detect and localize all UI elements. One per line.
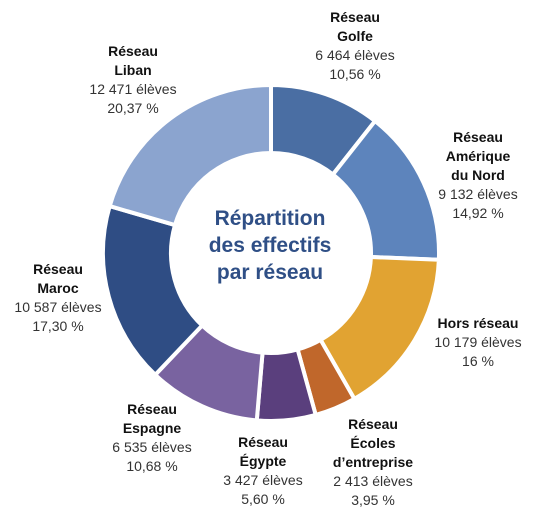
segment-count: 3 427 élèves bbox=[223, 472, 303, 488]
segment-percent: 3,95 % bbox=[351, 492, 395, 508]
segment-label: Réseau Liban 12 471 élèves 20,37 % bbox=[63, 42, 203, 118]
segment-percent: 10,68 % bbox=[126, 458, 178, 474]
segment-name: Réseau Égypte bbox=[238, 434, 288, 469]
segment-label: Réseau Golfe 6 464 élèves 10,56 % bbox=[285, 8, 425, 84]
segment-percent: 16 % bbox=[462, 353, 494, 369]
segment-name: Réseau Amérique du Nord bbox=[445, 129, 511, 183]
segment-label: Réseau Écoles d’entreprise 2 413 élèves 3,… bbox=[303, 415, 443, 510]
segment-name: Réseau Golfe bbox=[330, 9, 380, 44]
segment-percent: 5,60 % bbox=[241, 491, 285, 507]
segment-percent: 14,92 % bbox=[452, 205, 504, 221]
segment-name: Réseau Maroc bbox=[33, 261, 83, 296]
segment-count: 6 535 élèves bbox=[112, 439, 192, 455]
segment-count: 2 413 élèves bbox=[333, 473, 413, 489]
segment-name: Réseau Liban bbox=[108, 43, 158, 78]
segment-label: Réseau Maroc 10 587 élèves 17,30 % bbox=[0, 260, 128, 336]
segment-name: Hors réseau bbox=[437, 315, 519, 331]
segment-name: Réseau Écoles d’entreprise bbox=[332, 416, 414, 470]
chart-title: Répartition des effectifs par réseau bbox=[208, 207, 332, 284]
segment-count: 12 471 élèves bbox=[89, 81, 177, 97]
segment-count: 9 132 élèves bbox=[438, 186, 518, 202]
segment-percent: 10,56 % bbox=[329, 66, 381, 82]
segment-name: Réseau Espagne bbox=[122, 401, 182, 436]
wedge bbox=[107, 82, 273, 228]
segment-count: 6 464 élèves bbox=[315, 47, 395, 63]
segment-label: Hors réseau 10 179 élèves 16 % bbox=[408, 314, 535, 371]
segment-label: Réseau Amérique du Nord 9 132 élèves 14,92… bbox=[408, 128, 535, 223]
segment-percent: 20,37 % bbox=[107, 100, 159, 116]
segment-percent: 17,30 % bbox=[32, 318, 84, 334]
segment-label: Réseau Espagne 6 535 élèves 10,68 % bbox=[82, 400, 222, 476]
segment-label: Réseau Égypte 3 427 élèves 5,60 % bbox=[193, 433, 333, 509]
segment-count: 10 179 élèves bbox=[434, 334, 522, 350]
segment-count: 10 587 élèves bbox=[14, 299, 102, 315]
